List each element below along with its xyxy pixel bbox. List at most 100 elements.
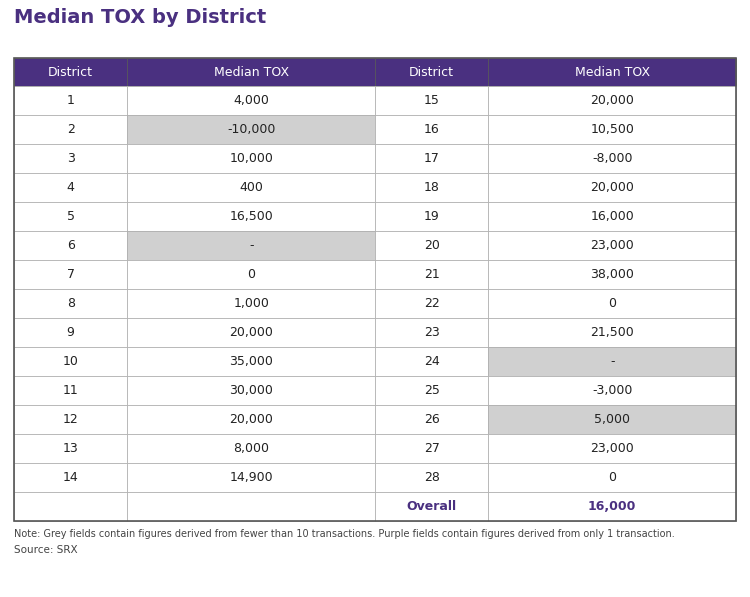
Bar bbox=[14, 58, 128, 86]
Bar bbox=[14, 144, 128, 173]
Bar bbox=[14, 289, 128, 318]
Text: 0: 0 bbox=[248, 268, 255, 281]
Text: 5,000: 5,000 bbox=[594, 413, 630, 426]
Bar bbox=[128, 86, 375, 115]
Text: 5: 5 bbox=[67, 210, 75, 223]
Bar bbox=[488, 260, 736, 289]
Bar bbox=[488, 86, 736, 115]
Text: 21: 21 bbox=[424, 268, 439, 281]
Text: Overall: Overall bbox=[406, 500, 457, 513]
Bar bbox=[375, 318, 488, 347]
Text: -: - bbox=[610, 355, 614, 368]
Text: 23,000: 23,000 bbox=[590, 239, 634, 252]
Bar bbox=[128, 347, 375, 376]
Bar bbox=[14, 260, 128, 289]
Bar bbox=[128, 318, 375, 347]
Text: Source: SRX: Source: SRX bbox=[14, 545, 78, 555]
Text: 23,000: 23,000 bbox=[590, 442, 634, 455]
Bar bbox=[128, 231, 375, 260]
Text: 7: 7 bbox=[67, 268, 75, 281]
Text: 1,000: 1,000 bbox=[233, 297, 269, 310]
Bar bbox=[128, 463, 375, 492]
Bar bbox=[14, 463, 128, 492]
Bar bbox=[14, 347, 128, 376]
Text: 0: 0 bbox=[608, 297, 616, 310]
Text: 18: 18 bbox=[424, 181, 439, 194]
Text: 6: 6 bbox=[67, 239, 74, 252]
Text: 12: 12 bbox=[63, 413, 79, 426]
Text: 10,500: 10,500 bbox=[590, 123, 634, 136]
Bar bbox=[488, 492, 736, 521]
Text: 24: 24 bbox=[424, 355, 439, 368]
Bar bbox=[488, 318, 736, 347]
Bar bbox=[128, 173, 375, 202]
Bar bbox=[488, 202, 736, 231]
Text: 20,000: 20,000 bbox=[230, 413, 273, 426]
Text: 16,000: 16,000 bbox=[588, 500, 636, 513]
Bar bbox=[488, 231, 736, 260]
Bar bbox=[488, 376, 736, 405]
Bar bbox=[375, 289, 488, 318]
Text: 20,000: 20,000 bbox=[230, 326, 273, 339]
Text: 16,500: 16,500 bbox=[230, 210, 273, 223]
Bar bbox=[128, 144, 375, 173]
Text: 28: 28 bbox=[424, 471, 439, 484]
Text: -3,000: -3,000 bbox=[592, 384, 632, 397]
Bar bbox=[375, 144, 488, 173]
Text: 20: 20 bbox=[424, 239, 439, 252]
Text: Note: Grey fields contain figures derived from fewer than 10 transactions. Purpl: Note: Grey fields contain figures derive… bbox=[14, 529, 675, 539]
Bar bbox=[128, 405, 375, 434]
Bar bbox=[375, 260, 488, 289]
Text: 20,000: 20,000 bbox=[590, 94, 634, 107]
Bar bbox=[375, 173, 488, 202]
Bar bbox=[375, 202, 488, 231]
Text: 26: 26 bbox=[424, 413, 439, 426]
Bar bbox=[488, 405, 736, 434]
Text: 20,000: 20,000 bbox=[590, 181, 634, 194]
Text: 8: 8 bbox=[67, 297, 75, 310]
Bar bbox=[128, 492, 375, 521]
Text: 19: 19 bbox=[424, 210, 439, 223]
Bar bbox=[128, 115, 375, 144]
Bar bbox=[14, 58, 736, 521]
Bar bbox=[14, 405, 128, 434]
Bar bbox=[14, 376, 128, 405]
Text: 22: 22 bbox=[424, 297, 439, 310]
Text: 1: 1 bbox=[67, 94, 74, 107]
Text: 0: 0 bbox=[608, 471, 616, 484]
Bar bbox=[14, 173, 128, 202]
Text: 14,900: 14,900 bbox=[230, 471, 273, 484]
Text: 4: 4 bbox=[67, 181, 74, 194]
Text: 21,500: 21,500 bbox=[590, 326, 634, 339]
Text: 400: 400 bbox=[239, 181, 263, 194]
Text: 35,000: 35,000 bbox=[230, 355, 273, 368]
Text: -8,000: -8,000 bbox=[592, 152, 632, 165]
Bar bbox=[14, 115, 128, 144]
Text: 15: 15 bbox=[424, 94, 439, 107]
Text: 27: 27 bbox=[424, 442, 439, 455]
Bar bbox=[128, 202, 375, 231]
Text: 8,000: 8,000 bbox=[233, 442, 269, 455]
Bar bbox=[14, 434, 128, 463]
Text: 4,000: 4,000 bbox=[233, 94, 269, 107]
Bar bbox=[14, 318, 128, 347]
Bar bbox=[375, 405, 488, 434]
Text: District: District bbox=[410, 66, 454, 78]
Text: 16: 16 bbox=[424, 123, 439, 136]
Bar bbox=[375, 231, 488, 260]
Bar bbox=[14, 492, 128, 521]
Bar bbox=[375, 115, 488, 144]
Text: 30,000: 30,000 bbox=[230, 384, 273, 397]
Text: 14: 14 bbox=[63, 471, 79, 484]
Bar bbox=[128, 260, 375, 289]
Text: 2: 2 bbox=[67, 123, 74, 136]
Bar bbox=[375, 434, 488, 463]
Text: Median TOX: Median TOX bbox=[574, 66, 650, 78]
Bar bbox=[375, 376, 488, 405]
Bar bbox=[14, 202, 128, 231]
Text: 13: 13 bbox=[63, 442, 79, 455]
Text: 11: 11 bbox=[63, 384, 79, 397]
Bar bbox=[14, 86, 128, 115]
Text: 25: 25 bbox=[424, 384, 439, 397]
Bar bbox=[488, 434, 736, 463]
